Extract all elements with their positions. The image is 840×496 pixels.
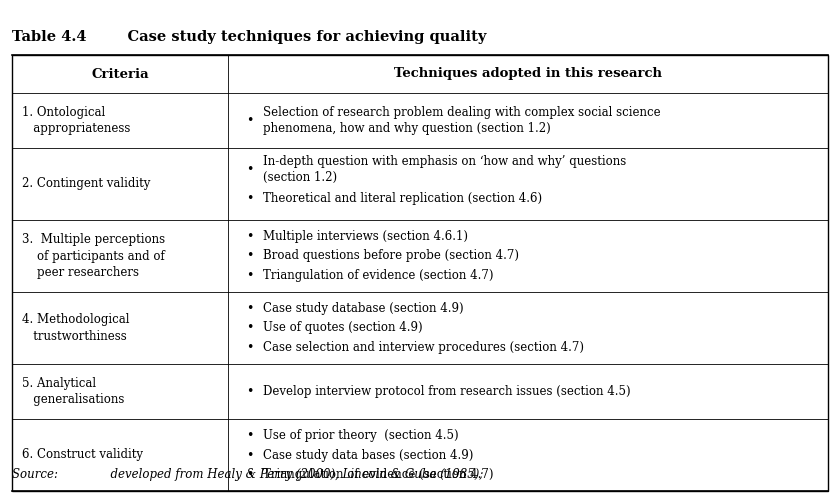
Text: Techniques adopted in this research: Techniques adopted in this research <box>394 67 662 80</box>
Text: 1. Ontological
   appropriateness: 1. Ontological appropriateness <box>22 106 130 135</box>
Text: •: • <box>246 385 254 398</box>
Text: •: • <box>246 163 254 176</box>
Text: •: • <box>246 321 254 334</box>
Text: In-depth question with emphasis on ‘how and why’ questions
(section 1.2): In-depth question with emphasis on ‘how … <box>263 155 627 184</box>
Text: Broad questions before probe (section 4.7): Broad questions before probe (section 4.… <box>263 249 519 262</box>
Text: •: • <box>246 341 254 354</box>
Text: Case study data bases (section 4.9): Case study data bases (section 4.9) <box>263 448 474 461</box>
Text: •: • <box>246 192 254 205</box>
Text: •: • <box>246 448 254 461</box>
Text: •: • <box>246 269 254 282</box>
Bar <box>12 55 828 491</box>
Text: •: • <box>246 114 254 127</box>
Text: Theoretical and literal replication (section 4.6): Theoretical and literal replication (sec… <box>263 192 543 205</box>
Text: •: • <box>246 468 254 481</box>
Text: Use of prior theory  (section 4.5): Use of prior theory (section 4.5) <box>263 429 459 442</box>
Text: 2. Contingent validity: 2. Contingent validity <box>22 178 150 190</box>
Text: 3.  Multiple perceptions
    of participants and of
    peer researchers: 3. Multiple perceptions of participants … <box>22 233 165 279</box>
Text: Source:              developed from Healy & Perry (2000), Lincoln & Guba (1985);: Source: developed from Healy & Perry (20… <box>12 468 483 481</box>
Text: Case selection and interview procedures (section 4.7): Case selection and interview procedures … <box>263 341 585 354</box>
Text: Multiple interviews (section 4.6.1): Multiple interviews (section 4.6.1) <box>263 230 468 243</box>
Text: •: • <box>246 249 254 262</box>
Text: Selection of research problem dealing with complex social science
phenomena, how: Selection of research problem dealing wi… <box>263 106 661 135</box>
Text: 5. Analytical
   generalisations: 5. Analytical generalisations <box>22 377 124 406</box>
Text: 6. Construct validity: 6. Construct validity <box>22 448 143 461</box>
Text: Develop interview protocol from research issues (section 4.5): Develop interview protocol from research… <box>263 385 631 398</box>
Text: •: • <box>246 302 254 315</box>
Text: Triangulation of evidence (section 4.7): Triangulation of evidence (section 4.7) <box>263 269 494 282</box>
Text: Criteria: Criteria <box>92 67 149 80</box>
Text: •: • <box>246 230 254 243</box>
Text: Case study database (section 4.9): Case study database (section 4.9) <box>263 302 464 315</box>
Text: •: • <box>246 429 254 442</box>
Text: Triangulation of evidence (section 4.7): Triangulation of evidence (section 4.7) <box>263 468 494 481</box>
Text: 4. Methodological
   trustworthiness: 4. Methodological trustworthiness <box>22 313 129 343</box>
Text: Table 4.4        Case study techniques for achieving quality: Table 4.4 Case study techniques for achi… <box>12 30 486 44</box>
Text: Use of quotes (section 4.9): Use of quotes (section 4.9) <box>263 321 423 334</box>
